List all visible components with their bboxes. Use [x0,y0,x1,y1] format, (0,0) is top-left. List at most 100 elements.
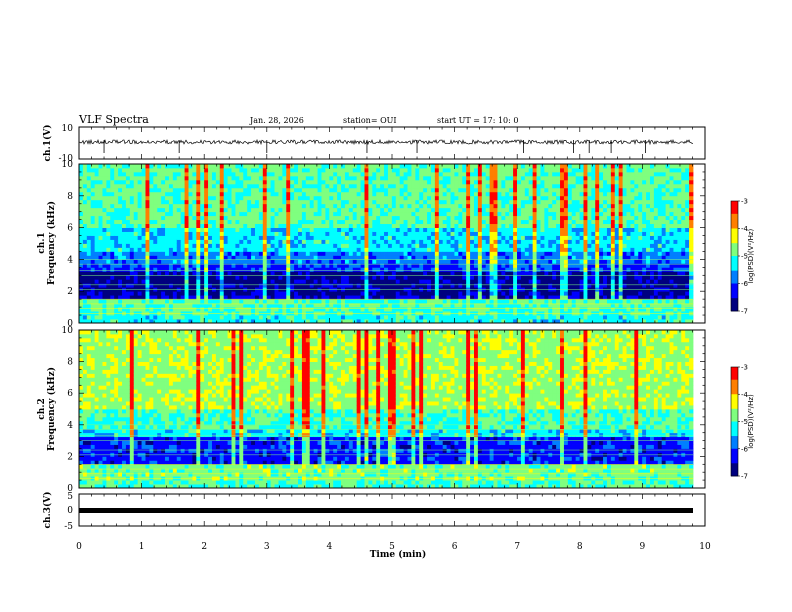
heatmap-cell [489,299,494,304]
heatmap-cell [391,263,397,268]
heatmap-cell [161,187,166,193]
heatmap-cell [513,215,518,221]
heatmap-cell [102,271,107,276]
heatmap-cell [110,183,115,189]
heatmap-cell [419,243,424,248]
heatmap-cell [407,303,412,308]
heatmap-cell [251,303,256,308]
heatmap-cell [485,179,491,185]
heatmap-cell [239,299,244,304]
heatmap-cell [86,247,92,252]
heatmap-cell [473,227,479,232]
heatmap-cell [129,207,135,213]
heatmap-cell [168,267,174,272]
heatmap-cell [282,227,287,232]
heatmap-cell [560,211,565,217]
heatmap-cell [438,291,444,296]
heatmap-cell [215,167,221,173]
heatmap-cell [446,283,451,288]
heatmap-cell [90,295,96,300]
heatmap-cell [473,251,479,256]
heatmap-cell [407,203,412,209]
heatmap-cell [211,219,217,225]
heatmap-cell [90,239,96,244]
heatmap-cell [356,263,361,268]
heatmap-cell [309,183,315,189]
heatmap-cell [548,279,553,284]
heatmap-cell [380,275,385,280]
heatmap-cell [133,167,139,173]
heatmap-cell [329,283,334,288]
heatmap-cell [556,263,561,268]
heatmap-cell [79,179,84,185]
heatmap-cell [102,183,107,189]
heatmap-cell [258,279,264,284]
ch1-ytick-bottom: -10 [59,154,74,164]
heatmap-cell [286,231,291,236]
heatmap-cell [524,219,530,225]
heatmap-cell [286,271,291,276]
heatmap-cell [188,219,193,225]
heatmap-cell [102,219,107,225]
heatmap-cell [434,247,440,252]
heatmap-cell [466,167,471,173]
heatmap-cell [477,319,483,324]
heatmap-cell [360,275,365,280]
heatmap-cell [399,267,404,272]
heatmap-cell [387,243,393,248]
heatmap-cell [454,315,459,320]
heatmap-cell [477,164,483,169]
heatmap-cell [391,295,397,300]
heatmap-cell [333,315,338,320]
heatmap-cell [333,164,338,169]
heatmap-cell [286,171,291,177]
heatmap-cell [192,235,197,240]
heatmap-cell [517,303,522,308]
heatmap-cell [161,295,166,300]
heatmap-cell [485,259,491,264]
heatmap-cell [235,275,240,280]
heatmap-cell [344,275,350,280]
heatmap-cell [247,203,252,209]
heatmap-cell [282,199,287,205]
heatmap-cell [344,255,350,260]
heatmap-cell [149,267,154,272]
heatmap-cell [415,215,420,221]
heatmap-cell [90,299,96,304]
heatmap-cell [122,211,127,217]
heatmap-cell [294,175,299,181]
heatmap-cell [223,207,229,213]
heatmap-cell [122,267,127,272]
heatmap-cell [348,183,354,189]
heatmap-cell [407,267,412,272]
heatmap-cell [423,295,428,300]
heatmap-cell [141,195,146,201]
heatmap-cell [266,231,272,236]
heatmap-cell [477,307,483,312]
heatmap-cell [180,255,185,260]
heatmap-cell [513,271,518,276]
heatmap-cell [427,239,432,244]
heatmap-cell [434,187,440,193]
heatmap-cell [196,247,201,252]
heatmap-cell [239,167,244,173]
heatmap-cell [82,247,88,252]
heatmap-cell [348,239,354,244]
heatmap-cell [102,171,107,177]
heatmap-cell [294,267,299,272]
heatmap-cell [411,295,416,300]
heatmap-cell [560,271,565,276]
heatmap-cell [172,263,178,268]
heatmap-cell [211,299,217,304]
heatmap-cell [208,211,213,217]
heatmap-cell [313,219,318,225]
heatmap-cell [102,235,107,240]
heatmap-cell [341,247,346,252]
heatmap-cell [215,187,221,193]
heatmap-cell [258,171,264,177]
heatmap-cell [442,319,448,324]
heatmap-cell [489,263,494,268]
heatmap-cell [325,267,330,272]
heatmap-cell [298,211,303,217]
heatmap-cell [344,315,350,320]
